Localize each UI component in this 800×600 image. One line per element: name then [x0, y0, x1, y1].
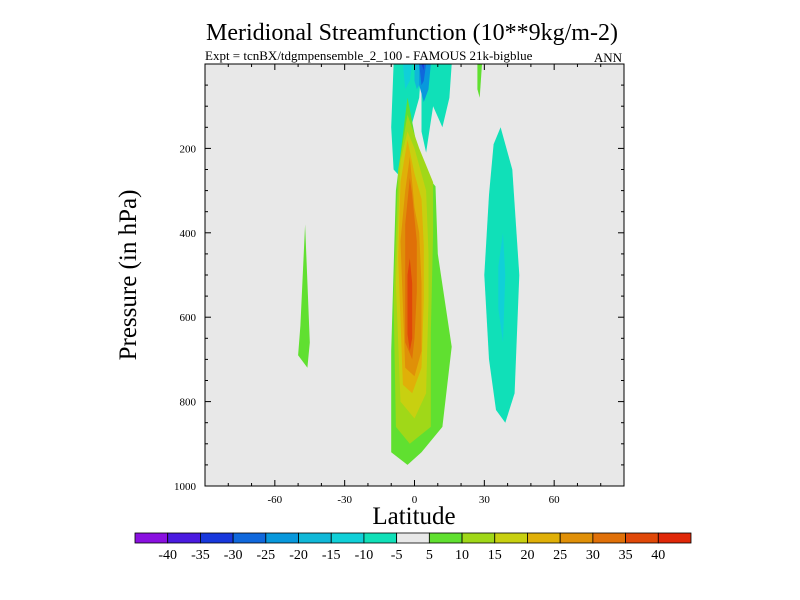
contour-region-sh-ferrel-positive	[298, 224, 310, 368]
colorbar-swatch	[396, 532, 430, 544]
x-tick-label: -60	[267, 494, 282, 506]
colorbar-level-label: 25	[553, 548, 567, 563]
colorbar-level-label: -15	[322, 548, 341, 563]
y-tick-label: 200	[180, 143, 197, 155]
y-tick-label: 1000	[174, 481, 197, 493]
colorbar-swatch	[494, 532, 528, 544]
colorbar-swatch	[298, 532, 332, 544]
y-tick-label: 600	[180, 312, 197, 324]
x-tick-label: 0	[412, 494, 418, 506]
season-label: ANN	[594, 50, 623, 65]
colorbar-swatch	[657, 532, 692, 544]
colorbar-level-label: 20	[520, 548, 534, 563]
colorbar-swatch	[167, 532, 201, 544]
x-axis-ticks: -60 -30 0 30 60	[204, 64, 625, 506]
colorbar-level-label: -35	[191, 548, 210, 563]
colorbar-swatch	[428, 532, 463, 544]
contour-region-north-cell-negative-6	[419, 64, 427, 86]
contour-region-north-cell-negative-4	[421, 64, 452, 153]
colorbar-level-label: 5	[426, 548, 433, 563]
colorbar-swatch	[527, 532, 561, 544]
colorbar-level-label: -10	[355, 548, 374, 563]
colorbar-swatch	[461, 532, 496, 544]
colorbar-swatch	[592, 532, 626, 544]
colorbar-level-label: 30	[586, 548, 600, 563]
colorbar-swatch	[363, 532, 398, 544]
y-axis-ticks: 200 400 600 800 1000	[174, 63, 624, 493]
colorbar-level-label: 10	[455, 548, 469, 563]
colorbar-swatch	[200, 532, 234, 544]
colorbar-swatch	[232, 532, 267, 544]
colorbar-swatch	[559, 532, 594, 544]
colorbar-level-label: 35	[619, 548, 633, 563]
colorbar: -40 -35 -30 -25 -20 -15 -10 -5 5 10 15 20 25 30 35 40	[134, 532, 692, 563]
chart-title: Meridional Streamfunction (10**9kg/m-2)	[206, 20, 618, 46]
contour-region-nh-ferrel-negative-inner	[498, 232, 506, 343]
colorbar-level-label: -25	[256, 548, 275, 563]
colorbar-level-label: -40	[158, 548, 177, 563]
colorbar-swatch	[330, 532, 365, 544]
x-tick-label: -30	[337, 494, 352, 506]
contour-region-hadley-35	[407, 258, 413, 351]
colorbar-level-label: -20	[289, 548, 308, 563]
contour-region-north-cell-negative-2	[402, 64, 413, 90]
x-tick-label: 60	[549, 494, 561, 506]
y-axis-label: Pressure (in hPa)	[115, 190, 142, 361]
colorbar-swatch	[265, 532, 299, 544]
colorbar-swatch	[625, 532, 659, 544]
colorbar-level-label: -5	[391, 548, 403, 563]
x-tick-label: 30	[479, 494, 491, 506]
y-tick-label: 400	[180, 228, 197, 240]
chart-subtitle: Expt = tcnBX/tdgmpensemble_2_100 - FAMOU…	[205, 48, 533, 63]
contour-region-north-cell-negative-7	[421, 64, 424, 71]
colorbar-level-label: 15	[488, 548, 502, 563]
y-tick-label: 800	[180, 397, 197, 409]
contour-regions	[298, 64, 520, 465]
plot-area	[204, 63, 625, 487]
colorbar-swatch	[134, 532, 169, 544]
contour-region-nh-small-positive	[477, 64, 482, 98]
colorbar-level-label: 40	[651, 548, 665, 563]
colorbar-level-label: -30	[224, 548, 243, 563]
x-axis-label: Latitude	[372, 503, 455, 530]
